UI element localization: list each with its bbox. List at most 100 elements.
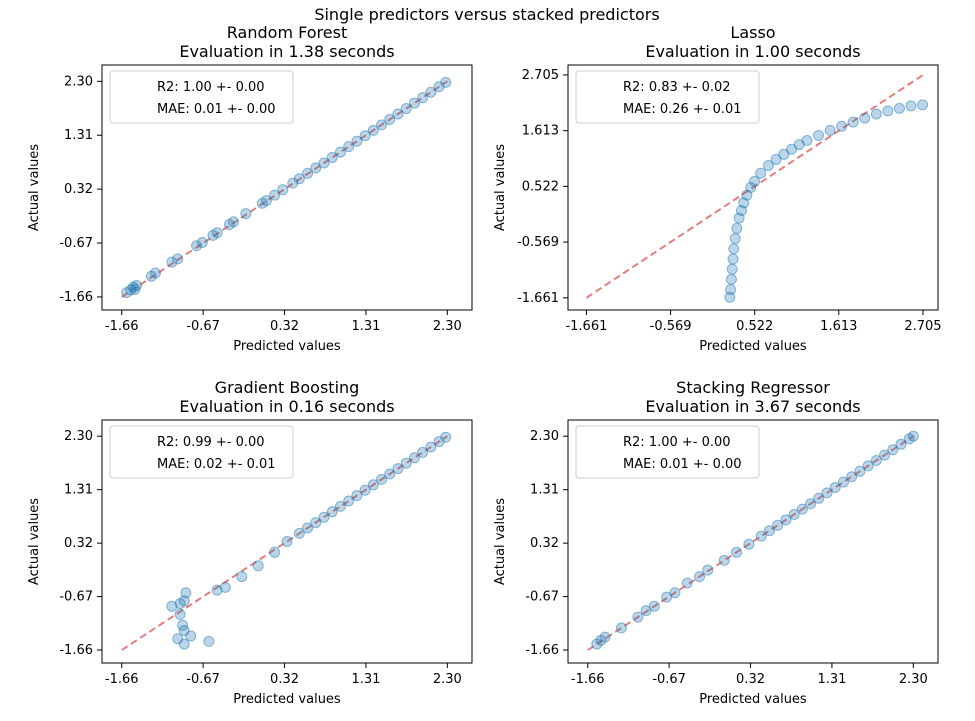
data-point [384, 468, 396, 480]
data-point [770, 153, 782, 165]
y-tick-label: 1.31 [530, 483, 559, 498]
data-point [343, 495, 355, 507]
data-point [694, 571, 706, 583]
data-point [326, 152, 338, 164]
data-point [367, 124, 379, 136]
data-point [149, 267, 161, 279]
y-axis-label: Actual values [27, 498, 42, 585]
data-point [166, 600, 178, 612]
data-point [293, 527, 305, 539]
x-axis-label: Predicted values [233, 692, 341, 707]
data-point [778, 148, 790, 160]
data-point [780, 514, 792, 526]
data-point [174, 608, 186, 620]
data-point [824, 124, 836, 136]
data-point [870, 108, 882, 120]
data-point [334, 500, 346, 512]
data-point [376, 473, 388, 485]
legend-entry: MAE: 0.01 +- 0.00 [157, 102, 276, 117]
data-point [743, 538, 755, 550]
data-point [310, 517, 322, 529]
x-tick-label: -0.67 [186, 319, 220, 334]
x-axis-label: Predicted values [233, 339, 341, 354]
y-tick-label: 0.32 [64, 536, 93, 551]
legend-entry: R2: 1.00 +- 0.00 [623, 435, 731, 450]
data-point [801, 135, 813, 147]
data-point [351, 135, 363, 147]
data-point [269, 189, 281, 201]
data-point [681, 577, 693, 589]
data-point [755, 167, 767, 179]
x-tick-label: -1.66 [105, 672, 139, 687]
data-point [846, 471, 858, 483]
data-point [726, 263, 738, 275]
x-tick-label: -1.661 [565, 319, 607, 334]
data-point [718, 554, 730, 566]
data-point [731, 546, 743, 558]
data-point [648, 600, 660, 612]
data-point [191, 240, 203, 252]
data-point [905, 100, 917, 112]
x-tick-label: 0.32 [736, 672, 765, 687]
data-point [772, 519, 784, 531]
data-point [178, 595, 190, 607]
x-tick-label: -0.67 [186, 672, 220, 687]
data-point [882, 105, 894, 117]
legend-entry: R2: 1.00 +- 0.00 [157, 80, 265, 95]
data-point [384, 113, 396, 125]
x-tick-label: 1.31 [351, 672, 380, 687]
data-point [236, 571, 248, 583]
ideal-fit-line [121, 80, 448, 298]
x-tick-label: 1.613 [820, 319, 857, 334]
data-point [837, 476, 849, 488]
x-tick-label: -0.67 [652, 672, 686, 687]
legend-entry: R2: 0.83 +- 0.02 [623, 80, 731, 95]
data-point [281, 536, 293, 547]
data-point [749, 175, 761, 187]
legend-box [109, 425, 294, 479]
y-tick-label: 2.30 [64, 74, 93, 89]
x-tick-label: 0.32 [270, 319, 299, 334]
data-point [796, 503, 808, 515]
data-point [847, 116, 859, 128]
legend: R2: 1.00 +- 0.00 MAE: 0.01 +- 0.00 [109, 70, 294, 124]
data-point [228, 216, 240, 228]
data-point [392, 463, 404, 475]
data-point [367, 479, 379, 491]
data-point [310, 162, 322, 174]
y-tick-label: 0.522 [522, 179, 559, 194]
x-tick-label: 2.30 [899, 672, 928, 687]
data-point [745, 182, 757, 193]
x-tick-label: 2.705 [904, 319, 941, 334]
x-axis-label: Predicted values [699, 339, 807, 354]
y-tick-label: -0.67 [525, 590, 559, 605]
y-tick-label: -1.66 [525, 643, 559, 658]
data-point [917, 99, 929, 111]
data-point [260, 195, 272, 207]
y-tick-label: 0.32 [530, 536, 559, 551]
data-point [400, 457, 412, 469]
data-point [599, 631, 611, 643]
data-point [859, 112, 871, 124]
ideal-fit-line [121, 435, 448, 651]
data-point [731, 222, 743, 234]
chart-title: Stacking Regressor [676, 378, 830, 397]
data-point [813, 129, 825, 141]
x-axis-label: Predicted values [699, 692, 807, 707]
data-point [359, 130, 371, 142]
data-point [763, 525, 775, 537]
x-tick-label: 1.31 [817, 672, 846, 687]
data-point [632, 611, 644, 623]
data-point [440, 76, 452, 88]
legend-box [575, 70, 760, 124]
y-tick-label: 1.31 [64, 483, 93, 498]
data-point [879, 449, 891, 461]
data-point [240, 208, 252, 220]
data-point [862, 460, 874, 472]
data-point [351, 490, 363, 502]
y-axis-label: Actual values [27, 144, 42, 231]
data-point [343, 141, 355, 153]
y-axis-label: Actual values [493, 144, 508, 231]
